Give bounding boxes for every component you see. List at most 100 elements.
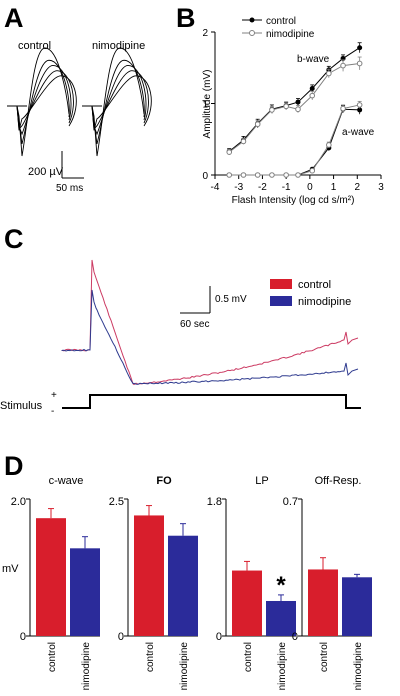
panel-d-category-label: nimodipine	[277, 642, 288, 691]
panel-a-scale-amplitude: 200 µV	[28, 166, 64, 178]
panel-d-ytick-label: 0	[216, 631, 222, 643]
panel-b-point	[295, 172, 301, 178]
panel-letter-c: C	[4, 224, 24, 254]
panel-d-category-label: control	[243, 642, 254, 672]
panel-a-trace	[16, 70, 74, 131]
panel-d-ytick-label: 0	[20, 631, 26, 643]
panel-a-trace	[16, 75, 77, 131]
panel-d-ytick-label: 0.7	[283, 496, 298, 508]
panel-d-category-label: nimodipine	[179, 642, 190, 691]
panel-b-point	[295, 99, 301, 105]
panel-a-trace	[91, 64, 147, 136]
panel-d-bar-control	[36, 518, 66, 636]
panel-b-legend-control-marker	[249, 17, 255, 23]
panel-b-line-nimodipine-b-wave	[228, 62, 360, 153]
panel-a-trace	[16, 47, 70, 157]
panel-d-ytick-label: 2.0	[11, 496, 26, 508]
panel-b-line-control-b-wave	[228, 47, 360, 152]
panel-b-point	[357, 45, 363, 51]
panel-b-annotation-a-wave: a-wave	[342, 127, 375, 138]
panel-a-trace	[91, 47, 145, 157]
panel-b-x-tick-label: 1	[331, 182, 337, 193]
panel-b-y-tick-label: 0	[202, 171, 208, 182]
panel-b-point	[340, 62, 346, 69]
panel-d-bar-nimodipine	[168, 535, 198, 636]
panel-a-trace	[16, 64, 72, 136]
panel-d-ytick-label: 2.5	[109, 496, 124, 508]
panel-letter-b: B	[176, 3, 196, 33]
panel-a-trace	[16, 59, 70, 144]
panel-d-ytick-label: 0	[292, 631, 298, 643]
panel-c-legend-control-label: control	[298, 279, 331, 291]
panel-d-bar-control	[232, 570, 262, 636]
panel-b-legend-control-label: control	[266, 16, 296, 27]
panel-b-axes: -4 -3 -2 -1 0 1 2 3 0 1 2	[202, 28, 384, 193]
panel-b-legend-nimodipine-label: nimodipine	[266, 29, 315, 40]
panel-b-legend-nimodipine-marker	[249, 30, 255, 36]
panel-c-scale-time: 60 sec	[180, 319, 209, 330]
panel-d-significance-marker: *	[276, 572, 286, 599]
panel-b-point	[309, 167, 316, 174]
panel-c-traces	[61, 259, 359, 386]
panel-c-legend-control-swatch	[270, 279, 292, 289]
panel-c-stimulus-plus: +	[51, 390, 57, 401]
panel-b-x-tick-label: 3	[378, 182, 384, 193]
panel-b-x-tick-label: 2	[355, 182, 361, 193]
panel-d-category-label: control	[145, 642, 156, 672]
panel-b-xlabel: Flash Intensity (log cd s/m²)	[232, 195, 355, 206]
panel-d-ylabel: mV	[2, 563, 19, 575]
panel-b-point	[254, 121, 261, 128]
panel-a-trace	[91, 70, 149, 131]
panel-b-x-tick-label: -1	[282, 182, 291, 193]
panel-c-stimulus-label: Stimulus	[0, 400, 43, 412]
panel-b-point	[269, 107, 275, 113]
panel-d-subplot-title: LP	[255, 475, 268, 487]
panel-d-bar-nimodipine	[70, 548, 100, 636]
panel-b-point	[340, 105, 346, 112]
panel-letter-a: A	[4, 3, 24, 33]
panel-b-point	[326, 142, 332, 148]
panel-b-point	[240, 138, 247, 145]
panel-b-x-tick-label: -2	[258, 182, 267, 193]
panel-c-legend-nimodipine-label: nimodipine	[298, 296, 351, 308]
panel-b-y-tick-label: 1	[202, 100, 208, 111]
panel-d-bar-control	[134, 515, 164, 636]
panel-c-stimulus-trace	[62, 394, 361, 409]
panel-c-scale-amplitude: 0.5 mV	[215, 294, 247, 305]
panel-b-x-tick-label: -3	[234, 182, 243, 193]
panel-a-traces	[7, 47, 152, 157]
panel-d-bar-nimodipine	[266, 600, 296, 636]
panel-b-point	[357, 107, 363, 113]
panel-b-x-tick-label: 0	[307, 182, 313, 193]
panel-d-ytick-label: 0	[118, 631, 124, 643]
panel-d-subplot-title: c-wave	[49, 475, 84, 487]
panel-b-point	[254, 172, 261, 178]
panel-c-trace-nimodipine	[61, 289, 359, 385]
panel-c-stimulus-minus: -	[51, 406, 54, 417]
panel-b-point	[240, 172, 247, 178]
panel-d-bars: 2.0 0 c-wave control nimodipine 2.5 0 FO control…	[11, 475, 372, 690]
panel-d-category-label: nimodipine	[353, 642, 364, 691]
panel-a-scale-time: 50 ms	[56, 183, 83, 194]
panel-d-bar-nimodipine	[342, 577, 372, 636]
panel-d-subplot-title: Off-Resp.	[315, 475, 362, 487]
panel-b-point	[226, 149, 233, 155]
panel-d-category-label: control	[47, 642, 58, 672]
panel-b-point	[326, 70, 332, 77]
panel-b-line-nimodipine-a-wave	[229, 104, 360, 176]
panel-d-ytick-label: 1.8	[207, 496, 222, 508]
panel-a-control-label: control	[18, 40, 51, 52]
panel-d-category-label: nimodipine	[81, 642, 92, 691]
panel-b-ylabel: Amplitude (mV)	[202, 70, 213, 139]
panel-b-series	[226, 42, 363, 178]
panel-d-bar-control	[308, 569, 338, 636]
panel-letter-d: D	[4, 451, 24, 481]
panel-b-point	[226, 172, 233, 178]
panel-a-trace	[91, 59, 145, 144]
panel-c-legend-nimodipine-swatch	[270, 296, 292, 306]
panel-d-subplot-title: FO	[156, 475, 172, 487]
panel-d-category-label: control	[319, 642, 330, 672]
panel-b-x-tick-label: -4	[211, 182, 220, 193]
panel-a-nimodipine-label: nimodipine	[92, 40, 145, 52]
